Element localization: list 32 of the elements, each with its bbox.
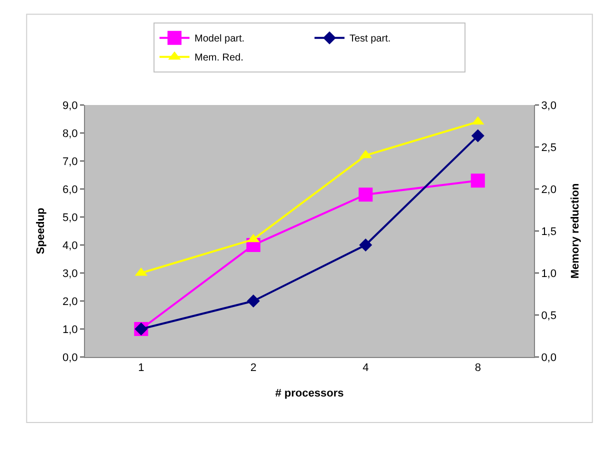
point: [358, 188, 373, 202]
y2-tick-label: 2,0: [541, 184, 556, 196]
y-tick-label: 1,0: [62, 324, 78, 336]
y-tick-label: 6,0: [62, 184, 78, 196]
legend-label: Model part.: [194, 34, 245, 45]
point: [359, 238, 372, 252]
y2-tick-label: 0,0: [541, 352, 556, 364]
y-tick-label: 7,0: [62, 156, 78, 168]
y2-tick-label: 3,0: [541, 100, 556, 112]
point: [471, 129, 484, 142]
y-tick-label: 4,0: [62, 240, 78, 252]
x-tick-label: 8: [474, 362, 481, 374]
y2-tick-label: 1,0: [541, 268, 556, 280]
point: [246, 294, 260, 308]
legend-label: Mem. Red.: [194, 52, 244, 64]
x-tick-label: 4: [362, 362, 369, 374]
y-tick-label: 3,0: [62, 268, 78, 280]
y-tick-label: 8,0: [62, 128, 78, 140]
x-axis-title: # processors: [275, 387, 344, 400]
x-tick-label: 1: [138, 362, 144, 374]
y2-tick-label: 2,5: [541, 142, 556, 154]
y-tick-label: 9,0: [62, 100, 78, 112]
y-tick-label: 5,0: [62, 212, 78, 224]
y-tick-label: 0,0: [62, 352, 78, 364]
y2-tick-label: 0,5: [541, 310, 556, 322]
x-tick-label: 2: [250, 362, 256, 374]
point: [470, 174, 485, 188]
legend-label: Test part.: [350, 34, 391, 45]
y-tick-label: 2,0: [62, 296, 78, 308]
y2-tick-label: 1,5: [541, 226, 556, 238]
y2-axis-title: Memory reduction: [570, 183, 582, 279]
y-axis-title: Speedup: [35, 207, 48, 254]
